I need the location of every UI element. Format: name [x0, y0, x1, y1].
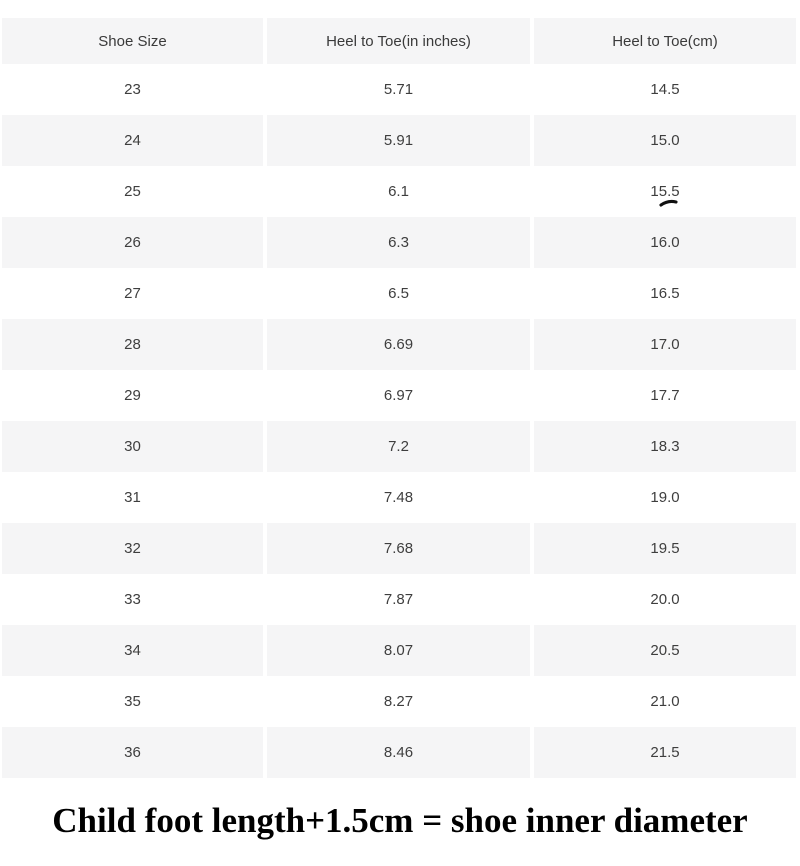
- table-cell-cm: 19.0: [534, 472, 796, 523]
- table-cell-shoe-size: 35: [2, 676, 263, 727]
- table-cell-shoe-size: 29: [2, 370, 263, 421]
- table-cell-inches: 6.1: [267, 166, 530, 217]
- table-cell-inches: 7.2: [267, 421, 530, 472]
- caption-formula: Child foot length+1.5cm = shoe inner dia…: [52, 801, 748, 840]
- table-cell-inches: 6.5: [267, 268, 530, 319]
- table-row: 32 7.68 19.5: [0, 523, 800, 574]
- table-row: 25 6.1 15.5: [0, 166, 800, 217]
- table-cell-cm: 17.7: [534, 370, 796, 421]
- header-cell-heel-to-toe-cm: Heel to Toe(cm): [534, 18, 796, 64]
- table-cell-shoe-size: 28: [2, 319, 263, 370]
- table-row: 36 8.46 21.5: [0, 727, 800, 778]
- table-header-row: Shoe Size Heel to Toe(in inches) Heel to…: [0, 18, 800, 64]
- table-cell-cm: 16.0: [534, 217, 796, 268]
- table-cell-shoe-size: 30: [2, 421, 263, 472]
- table-cell-cm: 14.5: [534, 64, 796, 115]
- table-cell-cm: 21.5: [534, 727, 796, 778]
- table-cell-shoe-size: 25: [2, 166, 263, 217]
- table-cell-shoe-size: 33: [2, 574, 263, 625]
- table-row: 23 5.71 14.5: [0, 64, 800, 115]
- table-cell-inches: 6.69: [267, 319, 530, 370]
- table-cell-cm: 21.0: [534, 676, 796, 727]
- table-cell-shoe-size: 24: [2, 115, 263, 166]
- table-cell-cm: 17.0: [534, 319, 796, 370]
- table-cell-cm: 20.5: [534, 625, 796, 676]
- table-row: 34 8.07 20.5: [0, 625, 800, 676]
- table-cell-shoe-size: 32: [2, 523, 263, 574]
- table-row: 29 6.97 17.7: [0, 370, 800, 421]
- table-row: 31 7.48 19.0: [0, 472, 800, 523]
- table-cell-inches: 8.46: [267, 727, 530, 778]
- table-cell-inches: 6.97: [267, 370, 530, 421]
- table-cell-cm: 18.3: [534, 421, 796, 472]
- table-cell-shoe-size: 27: [2, 268, 263, 319]
- table-cell-inches: 5.71: [267, 64, 530, 115]
- table-cell-shoe-size: 34: [2, 625, 263, 676]
- table-cell-shoe-size: 31: [2, 472, 263, 523]
- header-cell-shoe-size: Shoe Size: [2, 18, 263, 64]
- table-cell-cm: 16.5: [534, 268, 796, 319]
- table-cell-inches: 5.91: [267, 115, 530, 166]
- table-cell-shoe-size: 36: [2, 727, 263, 778]
- table-cell-cm: 15.5: [534, 166, 796, 217]
- table-cell-inches: 6.3: [267, 217, 530, 268]
- table-row: 35 8.27 21.0: [0, 676, 800, 727]
- table-cell-shoe-size: 23: [2, 64, 263, 115]
- table-cell-inches: 7.48: [267, 472, 530, 523]
- table-cell-inches: 7.87: [267, 574, 530, 625]
- table-row: 26 6.3 16.0: [0, 217, 800, 268]
- table-row: 27 6.5 16.5: [0, 268, 800, 319]
- table-body: 23 5.71 14.5 24 5.91 15.0 25 6.1 15.5 26…: [0, 64, 800, 778]
- header-cell-heel-to-toe-inches: Heel to Toe(in inches): [267, 18, 530, 64]
- table-cell-shoe-size: 26: [2, 217, 263, 268]
- table-row: 28 6.69 17.0: [0, 319, 800, 370]
- table-cell-inches: 8.27: [267, 676, 530, 727]
- table-row: 33 7.87 20.0: [0, 574, 800, 625]
- table-cell-cm: 20.0: [534, 574, 796, 625]
- table-cell-inches: 7.68: [267, 523, 530, 574]
- size-chart-table: Shoe Size Heel to Toe(in inches) Heel to…: [0, 18, 800, 778]
- table-cell-cm: 15.0: [534, 115, 796, 166]
- table-cell-inches: 8.07: [267, 625, 530, 676]
- table-cell-cm: 19.5: [534, 523, 796, 574]
- table-row: 24 5.91 15.0: [0, 115, 800, 166]
- table-row: 30 7.2 18.3: [0, 421, 800, 472]
